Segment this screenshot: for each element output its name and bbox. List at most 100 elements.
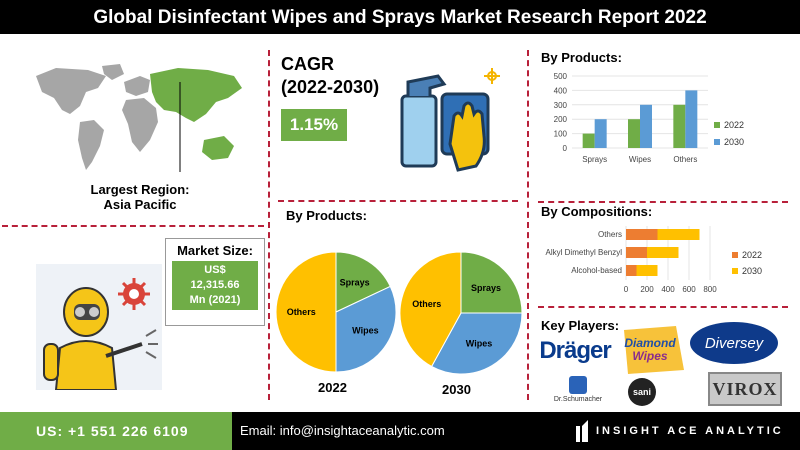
virox-logo-text: VIROX	[712, 378, 778, 399]
x-tick-label: 800	[703, 285, 717, 294]
pie-slice-others	[275, 251, 337, 373]
diamond-logo-line2: Wipes	[632, 349, 668, 363]
footer-email[interactable]: Email: info@insightaceanalytic.com	[240, 423, 445, 438]
pie-chart-2030: Sprays Wipes Others	[399, 251, 523, 375]
footer: US: +1 551 226 6109 Email: info@insighta…	[0, 412, 800, 450]
pie-slice-wipes	[430, 312, 523, 375]
africa-shape	[122, 98, 158, 152]
market-size-label: Market Size:	[177, 243, 253, 258]
bar-segment-2022	[626, 229, 658, 240]
south-america-shape	[78, 120, 104, 170]
y-tick-label: Alcohol-based	[571, 266, 622, 275]
diamond-logo-line1: Diamond	[624, 336, 676, 350]
legend-label: 2022	[724, 120, 744, 130]
divider	[278, 200, 518, 202]
compositions-chart-title: By Compositions:	[541, 204, 653, 219]
market-size-value: US$ 12,315.66 Mn (2021)	[172, 261, 258, 310]
bar-segment-2030	[647, 247, 679, 258]
world-map	[36, 64, 242, 172]
bar-chart-title: By Products:	[541, 50, 622, 65]
asia-pacific-shape	[150, 68, 242, 122]
market-size-unit: Mn (2021)	[189, 294, 241, 306]
spray-mist	[145, 329, 158, 359]
bar-segment-2030	[657, 229, 700, 240]
y-tick-label: 100	[554, 130, 568, 139]
dr-schumacher-icon	[569, 375, 587, 394]
market-size-currency: US$	[204, 264, 226, 276]
x-tick-label: Wipes	[629, 155, 651, 164]
legend-label: 2030	[724, 137, 744, 147]
pie-year-2030: 2030	[442, 382, 471, 397]
x-tick-label: Sprays	[582, 155, 607, 164]
market-size-box: Market Size: US$ 12,315.66 Mn (2021)	[165, 238, 265, 326]
bar-others-2030	[685, 90, 698, 148]
brand-logo-icon	[576, 420, 588, 442]
hazmat-worker-illustration	[36, 264, 162, 390]
pie-year-2022: 2022	[318, 380, 347, 395]
worker-body	[54, 340, 118, 390]
bar-others-2022	[673, 104, 686, 148]
legend-swatch	[732, 252, 738, 258]
y-tick-label: 300	[554, 101, 568, 110]
pie-slice-label: Others	[287, 307, 316, 317]
page-title: Global Disinfectant Wipes and Sprays Mar…	[93, 7, 707, 28]
y-tick-label: 500	[554, 72, 568, 81]
dr-schumacher-logo: Dr.Schumacher	[550, 370, 606, 408]
worker-tank	[43, 343, 59, 381]
spray-wand	[105, 342, 143, 358]
pie-slice-label: Sprays	[340, 278, 370, 288]
footer-phone[interactable]: US: +1 551 226 6109	[0, 412, 232, 450]
pie-slice-label: Wipes	[466, 338, 492, 348]
virox-logo: VIROX	[708, 372, 782, 406]
pie-slice-label: Others	[412, 299, 441, 309]
x-tick-label: 200	[640, 285, 654, 294]
diamond-shape	[624, 326, 684, 374]
legend-label: 2030	[742, 266, 762, 276]
pie-slice-wipes	[335, 285, 397, 373]
europe-shape	[124, 76, 150, 96]
products-bar-chart: 0 100 200 300 400 500 Sprays Wipes Others 2022 203…	[554, 72, 744, 164]
pie-slice-sprays	[460, 251, 523, 314]
drager-logo-text: Dräger	[539, 337, 611, 364]
divider	[538, 201, 788, 203]
divider	[2, 225, 264, 227]
bar-wipes-2030	[640, 104, 652, 148]
cagr-period: (2022-2030)	[281, 77, 380, 97]
key-players-title: Key Players:	[541, 318, 620, 333]
y-tick-label: 400	[554, 86, 568, 95]
diversey-logo-text: Diversey	[704, 334, 764, 352]
spray-bottle-body	[400, 94, 438, 168]
bar-wipes-2022	[628, 119, 640, 148]
spray-bottle-head	[406, 74, 447, 96]
cagr-label: CAGR	[281, 54, 334, 74]
pie-chart-2022: Sprays Wipes Others	[275, 251, 397, 373]
market-size-amount: 12,315.66	[190, 279, 240, 291]
pie-slice-label: Sprays	[471, 283, 501, 293]
diversey-logo: Diversey	[690, 322, 778, 364]
region-value: Asia Pacific	[103, 197, 177, 212]
dr-schumacher-logo-text: Dr.Schumacher	[553, 395, 603, 403]
pie-slice-sprays	[335, 251, 391, 313]
title-bar: Global Disinfectant Wipes and Sprays Mar…	[0, 0, 800, 36]
spray-wipe-icon	[400, 68, 500, 172]
divider	[538, 306, 788, 308]
y-tick-label: 0	[563, 144, 568, 153]
divider	[268, 50, 270, 400]
sani-logo: sani	[628, 378, 656, 406]
north-america-shape	[36, 68, 106, 114]
pie-section-title: By Products:	[286, 208, 367, 223]
legend-swatch	[732, 268, 738, 274]
cagr-value: 1.15%	[281, 109, 347, 141]
y-tick-label: 200	[554, 115, 568, 124]
diamond-wipes-logo: Diamond Wipes	[614, 324, 686, 376]
legend-swatch	[714, 122, 720, 128]
legend-label: 2022	[742, 250, 762, 260]
region-label: Largest Region:	[90, 182, 190, 197]
greenland-shape	[102, 64, 124, 80]
drager-logo: Dräger	[538, 336, 612, 366]
bar-sprays-2022	[582, 133, 595, 148]
divider	[527, 50, 529, 400]
compositions-bar-chart: 0 200 400 600 800 Others Alkyl Dimethyl Benzyl…	[546, 226, 762, 294]
y-tick-label: Alkyl Dimethyl Benzyl	[546, 248, 623, 257]
sani-logo-text: sani	[632, 387, 651, 397]
